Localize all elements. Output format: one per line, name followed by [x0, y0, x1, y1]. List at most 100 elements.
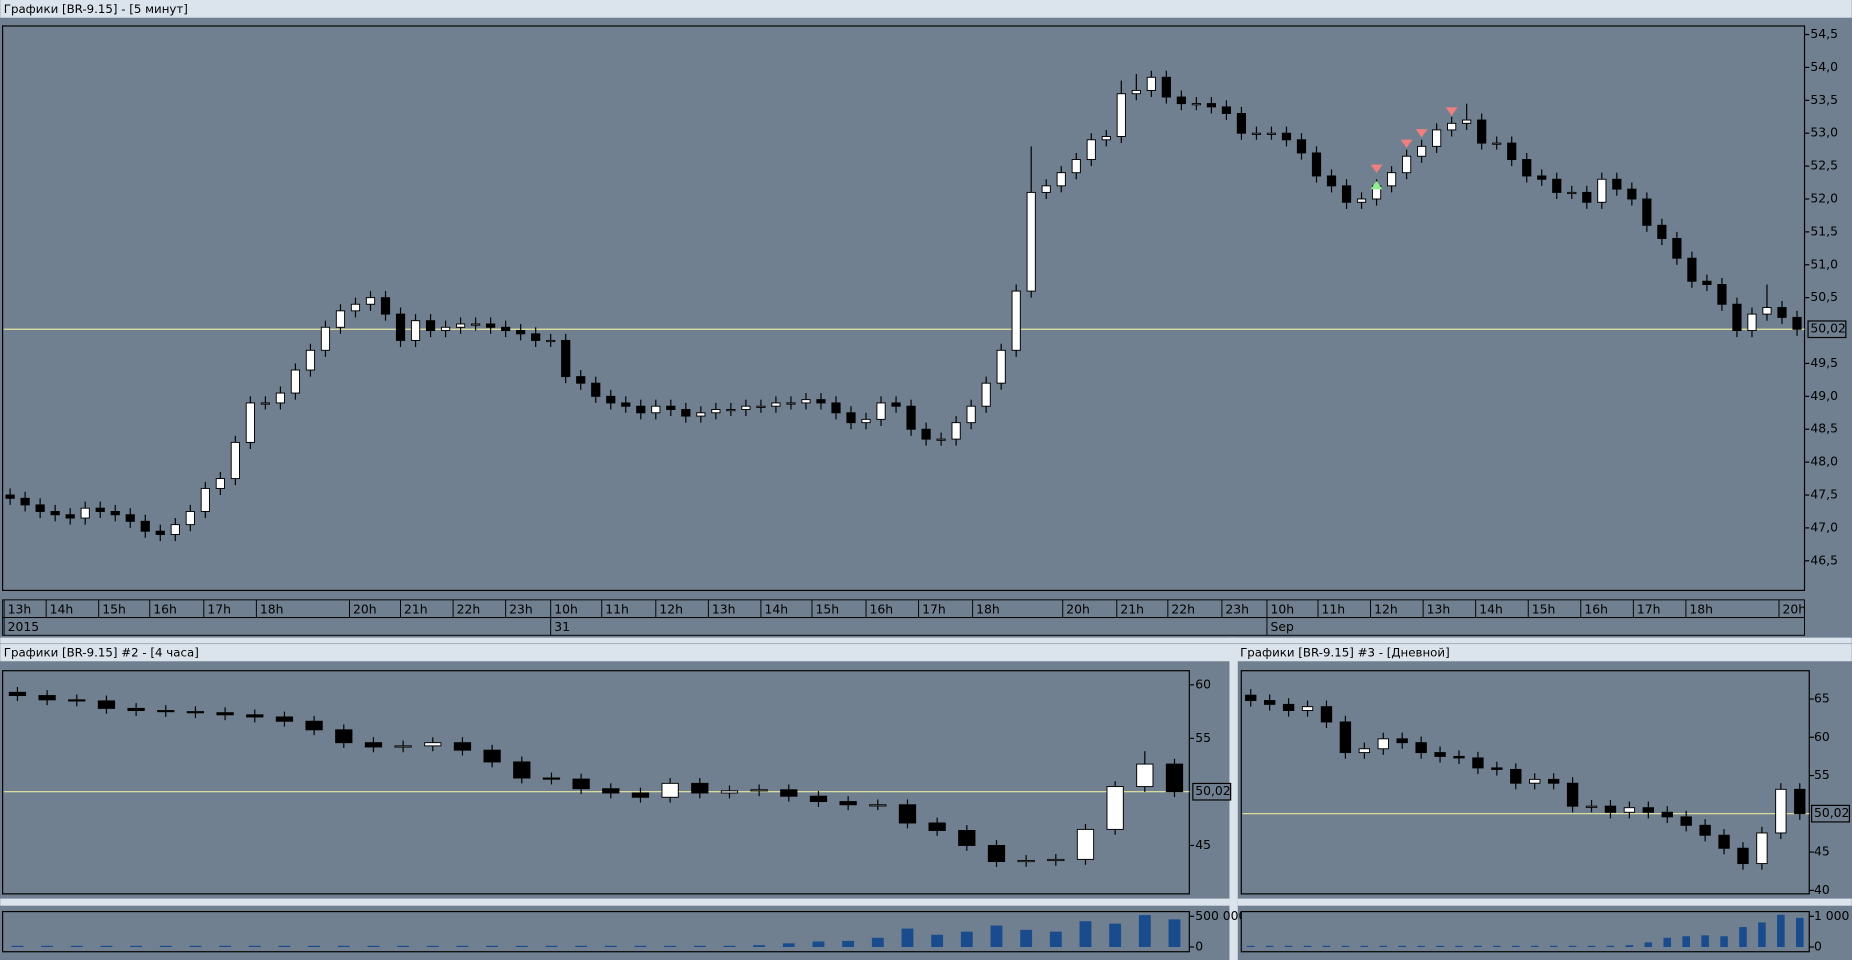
x-tick-label: 20h: [1066, 601, 1090, 616]
candle-body: [8, 691, 27, 697]
candle-body: [1339, 721, 1352, 754]
candle-body: [546, 339, 556, 343]
candle-body: [157, 710, 175, 713]
candle-body: [394, 745, 412, 748]
volume-bar: [337, 945, 350, 948]
candle-body: [35, 504, 45, 512]
candle-body: [1206, 103, 1216, 108]
candle-body: [1417, 145, 1427, 157]
candle-body: [801, 399, 811, 404]
candle-body: [1657, 224, 1667, 239]
y-tick-label: 51,0: [1810, 256, 1838, 271]
last-price-label: 50,02: [1814, 805, 1849, 820]
volume-bar: [367, 945, 380, 948]
volume-bar: [1168, 919, 1181, 948]
x-tick-label: 11h: [605, 601, 629, 616]
candle-body: [1547, 778, 1560, 784]
candle-body: [1756, 832, 1768, 865]
candle-body: [987, 844, 1006, 863]
candle-body: [1146, 76, 1156, 91]
x-tick-label: 18h: [976, 601, 1000, 616]
candle-body: [531, 333, 541, 341]
volume-bar: [1663, 937, 1672, 948]
volume-bar: [1758, 922, 1766, 948]
candle-body: [216, 712, 234, 716]
volume-bar: [159, 945, 172, 948]
candle-body: [876, 402, 886, 420]
window-title: Графики [BR-9.15] #2 - [4 часа]: [4, 645, 199, 659]
candle-body: [1282, 703, 1295, 711]
last-price-box: [1811, 804, 1850, 823]
volume-bar: [456, 945, 469, 948]
volume-bar: [278, 945, 291, 948]
volume-bar: [1474, 945, 1482, 948]
volume-bar: [1512, 945, 1520, 948]
date-tick-label: 2015: [8, 619, 40, 634]
candle-body: [1472, 757, 1484, 769]
splitter[interactable]: [1229, 637, 1238, 960]
x-tick-label: 22h: [457, 601, 481, 616]
candle-body: [591, 382, 601, 397]
candle-body: [839, 801, 857, 806]
candle-body: [425, 320, 436, 332]
volume-bar: [515, 945, 528, 948]
volume-bar: [545, 945, 558, 948]
title-bar[interactable]: [0, 637, 1852, 662]
candle-body: [621, 402, 631, 407]
sell-signal: [1445, 107, 1458, 116]
candle-body: [1623, 807, 1636, 813]
candle-body: [1245, 694, 1257, 702]
volume-bar: [1739, 927, 1747, 948]
candle-body: [1737, 847, 1749, 865]
sell-signal: [1370, 164, 1383, 173]
y-tick-label: 50,5: [1810, 289, 1838, 304]
x-tick-label: 17h: [1637, 601, 1661, 616]
candle-body: [1266, 132, 1277, 135]
volume-bar: [11, 945, 24, 948]
candle-body: [97, 700, 116, 709]
candle-body: [816, 399, 826, 404]
candle-body: [1699, 824, 1711, 836]
x-tick-label: 14h: [1479, 601, 1503, 616]
candle-body: [1396, 738, 1408, 744]
volume-bar: [397, 945, 410, 948]
candle-body: [936, 438, 946, 441]
volume-area: [1240, 910, 1810, 953]
candle-body: [5, 494, 15, 499]
date-axis: [2, 617, 1805, 636]
candle-body: [572, 778, 590, 790]
x-tick-label: 15h: [816, 601, 840, 616]
volume-bar: [1138, 915, 1151, 948]
candle-body: [1236, 112, 1247, 134]
y-tick-label: 48,0: [1810, 454, 1838, 469]
y-tick-label: 49,0: [1810, 388, 1838, 403]
candle-body: [230, 441, 240, 480]
candle-body: [1510, 768, 1522, 784]
volume-bar: [426, 945, 439, 948]
candle-body: [1447, 122, 1457, 131]
candle-body: [110, 510, 120, 516]
volume-bar: [723, 945, 736, 948]
volume-bar: [1322, 945, 1331, 948]
candle-body: [1221, 106, 1232, 114]
volume-bar: [782, 943, 795, 948]
title-bar[interactable]: [0, 0, 1852, 18]
candle-body: [1566, 782, 1579, 807]
volume-bar: [248, 945, 261, 948]
y-tick-label: 45: [1195, 837, 1211, 852]
candle-body: [501, 326, 511, 332]
volume-bar: [1701, 935, 1709, 948]
volume-bar: [1625, 945, 1634, 948]
candle-body: [1627, 188, 1637, 200]
candle-body: [275, 716, 294, 722]
candle-body: [50, 510, 60, 516]
candle-body: [750, 789, 768, 792]
volume-bar: [990, 925, 1003, 948]
y-tick-label: 65: [1814, 691, 1830, 706]
volume-bar: [219, 945, 232, 948]
candle-body: [891, 402, 901, 407]
x-tick-label: 23h: [509, 601, 533, 616]
candle-body: [186, 711, 205, 714]
candle-body: [1301, 706, 1314, 711]
